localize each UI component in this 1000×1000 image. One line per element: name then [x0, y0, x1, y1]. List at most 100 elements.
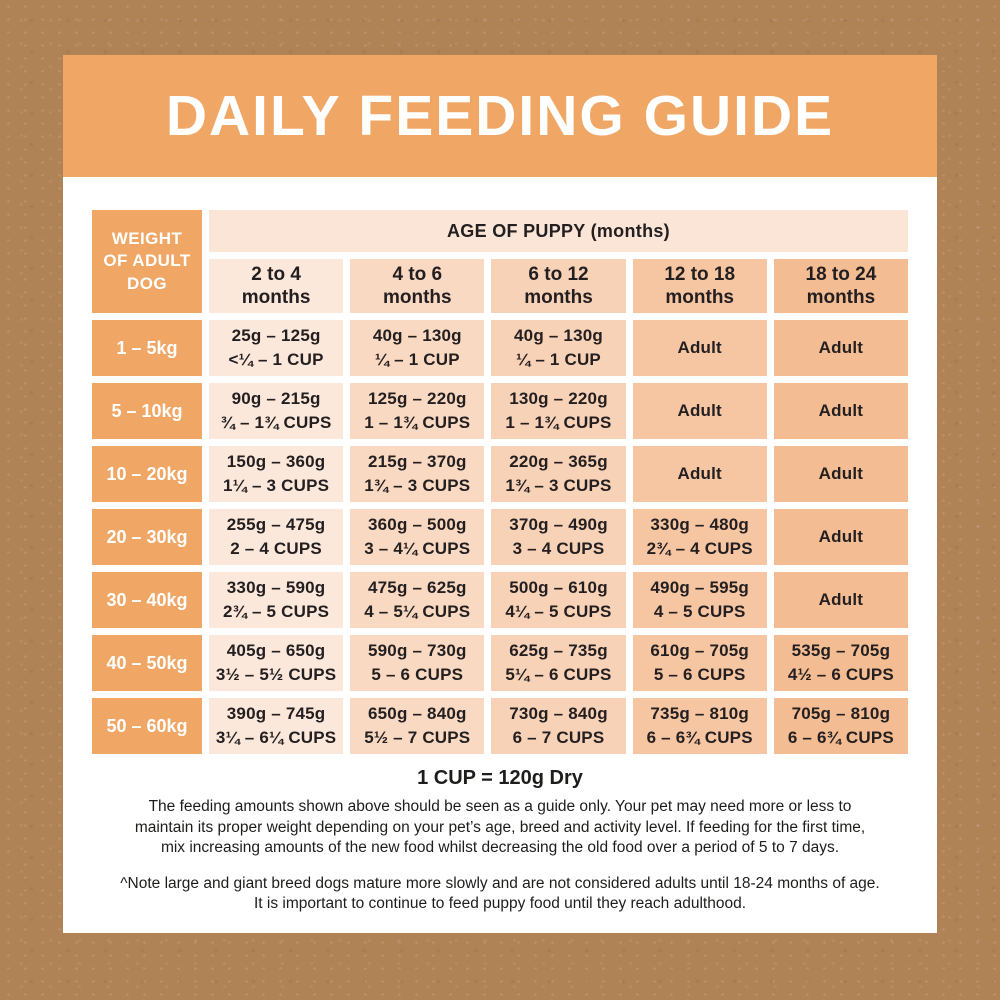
- feeding-amount-cell: 215g – 370g 1¾ – 3 CUPS: [350, 446, 485, 502]
- grams-range: 25g – 125g: [231, 325, 321, 345]
- feeding-amount-cell: 330g – 590g 2¾ – 5 CUPS: [209, 572, 344, 628]
- age-unit-label: months: [241, 287, 311, 308]
- adult-label: Adult: [677, 400, 722, 420]
- feeding-amount-cell: 390g – 745g 3¼ – 6¼ CUPS: [209, 698, 344, 754]
- grams-range: 590g – 730g: [367, 640, 467, 660]
- adult-cell: Adult: [632, 446, 767, 502]
- feeding-amount-cell: 255g – 475g 2 – 4 CUPS: [209, 509, 344, 565]
- adult-cell: Adult: [773, 320, 908, 376]
- cups-range: 4½ – 6 CUPS: [787, 665, 894, 684]
- grams-range: 730g – 840g: [509, 703, 608, 723]
- weight-row-label: 50 – 60kg: [92, 698, 202, 754]
- grams-range: 360g – 500g: [367, 514, 467, 534]
- grams-range: 40g – 130g: [514, 325, 603, 345]
- grams-range: 330g – 590g: [226, 577, 326, 597]
- feeding-guide-card: DAILY FEEDING GUIDE WEIGHT OF ADULT DOG …: [63, 55, 937, 933]
- feeding-guide-disclaimer: The feeding amounts shown above should b…: [134, 798, 866, 857]
- grams-range: 370g – 490g: [509, 514, 608, 534]
- weight-row-label: 1 – 5kg: [92, 320, 202, 376]
- cups-range: 6 – 6¾ CUPS: [787, 728, 894, 747]
- weight-row-label: 5 – 10kg: [92, 383, 202, 439]
- grams-range: 150g – 360g: [226, 451, 326, 471]
- cups-range: 1¾ – 3 CUPS: [364, 476, 471, 495]
- adult-label: Adult: [818, 337, 864, 357]
- feeding-amount-cell: 150g – 360g 1¼ – 3 CUPS: [209, 446, 344, 502]
- feeding-amount-cell: 650g – 840g 5½ – 7 CUPS: [350, 698, 485, 754]
- cups-range: 1 – 1¾ CUPS: [505, 413, 612, 432]
- feeding-amount-cell: 490g – 595g 4 – 5 CUPS: [632, 572, 767, 628]
- feeding-amount-cell: 535g – 705g 4½ – 6 CUPS: [773, 635, 908, 691]
- grams-range: 475g – 625g: [367, 577, 467, 597]
- age-of-puppy-header: AGE OF PUPPY (months): [209, 210, 908, 252]
- weight-header-cell: WEIGHT OF ADULT DOG: [92, 210, 202, 313]
- cups-range: 6 – 7 CUPS: [512, 728, 605, 747]
- weight-row-label: 20 – 30kg: [92, 509, 202, 565]
- age-column-header: 18 to 24 months: [773, 259, 908, 313]
- grams-range: 535g – 705g: [791, 640, 891, 660]
- age-column-header: 2 to 4 months: [209, 259, 344, 313]
- cups-range: 3¼ – 6¼ CUPS: [215, 728, 337, 747]
- adult-cell: Adult: [773, 509, 908, 565]
- large-breed-note: ^Note large and giant breed dogs mature …: [120, 874, 880, 913]
- cups-range: 1¼ – 3 CUPS: [223, 476, 330, 495]
- grams-range: 490g – 595g: [650, 577, 749, 597]
- grams-range: 330g – 480g: [650, 514, 749, 534]
- feeding-table: WEIGHT OF ADULT DOG AGE OF PUPPY (months…: [92, 210, 908, 754]
- grams-range: 215g – 370g: [367, 451, 467, 471]
- weight-range: 5 – 10kg: [111, 400, 183, 421]
- cups-range: 4¼ – 5 CUPS: [505, 602, 612, 621]
- grams-range: 735g – 810g: [650, 703, 749, 723]
- weight-range: 50 – 60kg: [106, 715, 188, 736]
- weight-header-label: WEIGHT OF ADULT DOG: [103, 229, 191, 293]
- adult-cell: Adult: [773, 446, 908, 502]
- grams-range: 220g – 365g: [509, 451, 608, 471]
- weight-range: 1 – 5kg: [116, 337, 178, 358]
- weight-range: 30 – 40kg: [106, 589, 188, 610]
- cups-range: 3½ – 5½ CUPS: [215, 665, 337, 684]
- footer-notes: 1 CUP = 120g Dry The feeding amounts sho…: [85, 767, 915, 915]
- adult-label: Adult: [818, 400, 864, 420]
- age-range-label: 18 to 24: [805, 263, 877, 285]
- age-column-header: 6 to 12 months: [491, 259, 626, 313]
- grams-range: 650g – 840g: [367, 703, 467, 723]
- cup-conversion-note: 1 CUP = 120g Dry: [417, 767, 583, 789]
- grams-range: 500g – 610g: [509, 577, 608, 597]
- cups-range: 6 – 6¾ CUPS: [646, 728, 753, 747]
- cups-range: 2¾ – 5 CUPS: [223, 602, 330, 621]
- feeding-amount-cell: 125g – 220g 1 – 1¾ CUPS: [350, 383, 485, 439]
- grams-range: 405g – 650g: [226, 640, 326, 660]
- weight-row-label: 30 – 40kg: [92, 572, 202, 628]
- grams-range: 130g – 220g: [509, 388, 608, 408]
- cups-range: 5½ – 7 CUPS: [364, 728, 471, 747]
- feeding-amount-cell: 735g – 810g 6 – 6¾ CUPS: [632, 698, 767, 754]
- cups-range: 4 – 5 CUPS: [653, 602, 746, 621]
- cups-range: 3 – 4 CUPS: [512, 539, 605, 558]
- feeding-amount-cell: 130g – 220g 1 – 1¾ CUPS: [491, 383, 626, 439]
- feeding-amount-cell: 370g – 490g 3 – 4 CUPS: [491, 509, 626, 565]
- cups-range: 1¾ – 3 CUPS: [505, 476, 612, 495]
- grams-range: 625g – 735g: [509, 640, 608, 660]
- grams-range: 90g – 215g: [231, 388, 321, 408]
- feeding-amount-cell: 500g – 610g 4¼ – 5 CUPS: [491, 572, 626, 628]
- adult-label: Adult: [677, 463, 722, 483]
- age-range-label: 4 to 6: [392, 263, 443, 285]
- adult-cell: Adult: [773, 572, 908, 628]
- cups-range: 5¼ – 6 CUPS: [505, 665, 612, 684]
- adult-label: Adult: [677, 337, 722, 357]
- age-column-header: 4 to 6 months: [350, 259, 485, 313]
- title-band: DAILY FEEDING GUIDE: [63, 55, 937, 177]
- cups-range: 1 – 1¾ CUPS: [364, 413, 471, 432]
- cups-range: 3 – 4¼ CUPS: [364, 539, 471, 558]
- feeding-amount-cell: 220g – 365g 1¾ – 3 CUPS: [491, 446, 626, 502]
- weight-row-label: 40 – 50kg: [92, 635, 202, 691]
- adult-label: Adult: [818, 526, 864, 546]
- cups-range: 2¾ – 4 CUPS: [646, 539, 753, 558]
- cups-range: 5 – 6 CUPS: [371, 665, 464, 684]
- cups-range: 2 – 4 CUPS: [230, 539, 322, 558]
- feeding-amount-cell: 330g – 480g 2¾ – 4 CUPS: [632, 509, 767, 565]
- age-unit-label: months: [382, 287, 452, 308]
- age-unit-label: months: [806, 287, 876, 308]
- age-range-label: 6 to 12: [528, 263, 589, 285]
- cups-range: ¼ – 1 CUP: [374, 350, 460, 369]
- feeding-amount-cell: 610g – 705g 5 – 6 CUPS: [632, 635, 767, 691]
